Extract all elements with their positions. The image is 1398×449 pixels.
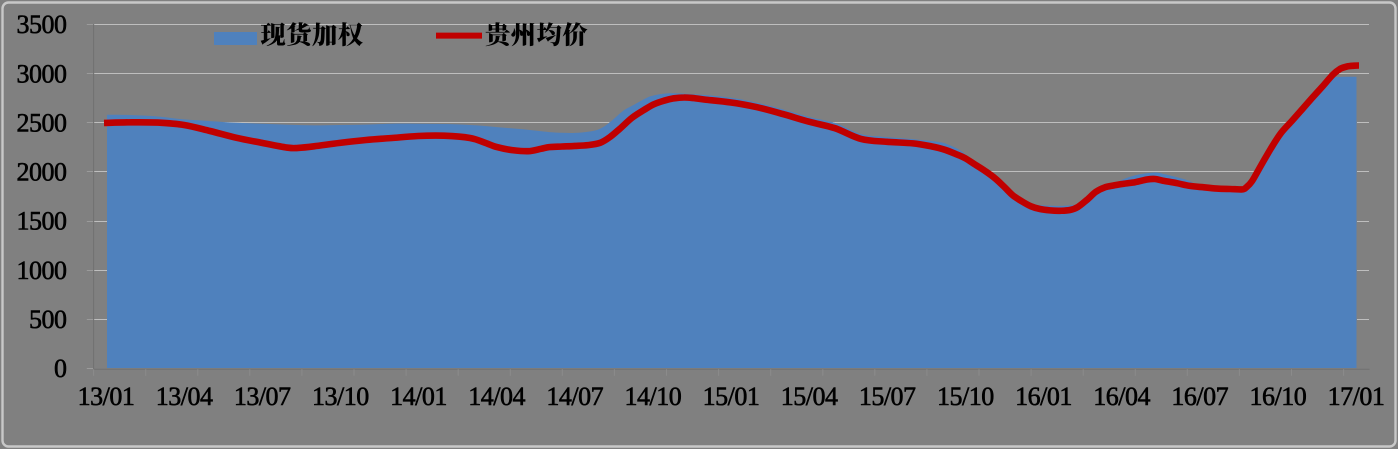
svg-text:15/07: 15/07 bbox=[859, 382, 916, 411]
svg-text:16/04: 16/04 bbox=[1093, 382, 1150, 411]
svg-text:500: 500 bbox=[29, 305, 67, 334]
svg-text:16/07: 16/07 bbox=[1171, 382, 1228, 411]
svg-text:14/07: 14/07 bbox=[546, 382, 603, 411]
svg-text:16/10: 16/10 bbox=[1250, 382, 1307, 411]
svg-text:13/01: 13/01 bbox=[78, 382, 135, 411]
svg-text:15/01: 15/01 bbox=[703, 382, 760, 411]
svg-text:1500: 1500 bbox=[17, 207, 68, 236]
svg-text:1000: 1000 bbox=[17, 256, 68, 285]
svg-text:13/07: 13/07 bbox=[234, 382, 291, 411]
svg-text:14/01: 14/01 bbox=[390, 382, 447, 411]
svg-text:15/10: 15/10 bbox=[937, 382, 994, 411]
svg-text:13/10: 13/10 bbox=[312, 382, 369, 411]
svg-text:14/04: 14/04 bbox=[468, 382, 525, 411]
svg-text:15/04: 15/04 bbox=[781, 382, 838, 411]
svg-text:13/04: 13/04 bbox=[156, 382, 213, 411]
svg-text:0: 0 bbox=[54, 354, 67, 383]
svg-text:2000: 2000 bbox=[17, 158, 68, 187]
svg-text:3000: 3000 bbox=[17, 59, 68, 88]
svg-text:2500: 2500 bbox=[17, 108, 68, 137]
svg-text:16/01: 16/01 bbox=[1015, 382, 1072, 411]
svg-text:3500: 3500 bbox=[17, 10, 68, 39]
svg-text:17/01: 17/01 bbox=[1328, 382, 1385, 411]
svg-text:14/10: 14/10 bbox=[625, 382, 682, 411]
